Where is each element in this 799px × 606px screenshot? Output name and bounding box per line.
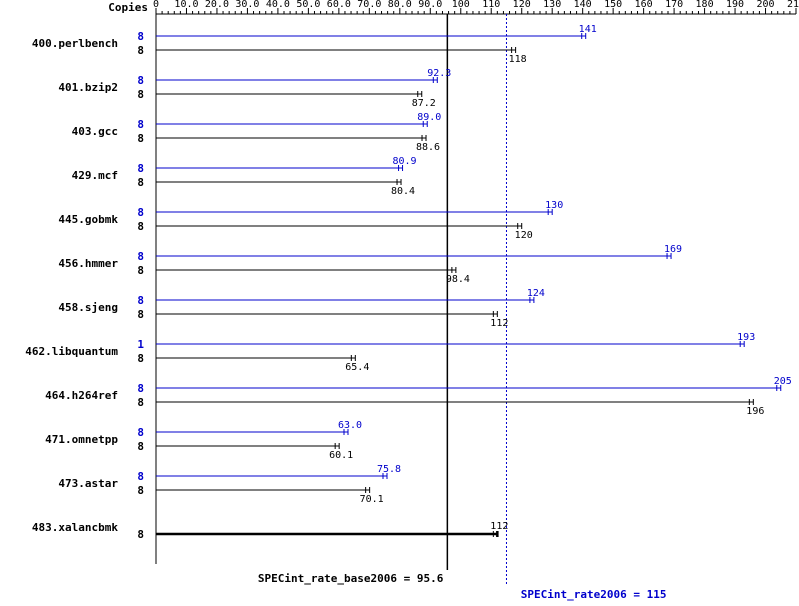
value-label-base: 120 [515, 230, 533, 241]
axis-label: 160 [635, 0, 653, 10]
axis-label: 120 [513, 0, 531, 10]
axis-label: 210 [787, 0, 799, 10]
copies-base: 8 [137, 440, 144, 453]
value-label-base: 112 [490, 318, 508, 329]
value-label-peak: 89.0 [417, 112, 441, 123]
copies-peak: 8 [137, 294, 144, 307]
benchmark-label: 400.perlbench [32, 37, 118, 50]
axis-label: 90.0 [418, 0, 442, 10]
copies-base: 8 [137, 176, 144, 189]
value-label-base: 112 [490, 521, 508, 532]
axis-label: 10.0 [174, 0, 198, 10]
copies-base: 8 [137, 132, 144, 145]
spec-rate-chart: 0 10.0 20.0 30.0 40.0 50.0 60.0 70.0 80.0 90.0 100… [0, 0, 799, 606]
value-label-base: 65.4 [345, 362, 369, 373]
copies-base: 8 [137, 352, 144, 365]
copies-base: 8 [137, 484, 144, 497]
footer-peak-label: SPECint_rate2006 = 115 [521, 588, 667, 601]
axis-label: 60.0 [327, 0, 351, 10]
copies-peak: 8 [137, 118, 144, 131]
copies-peak: 1 [137, 338, 144, 351]
axis-label: 70.0 [357, 0, 381, 10]
copies-peak: 8 [137, 30, 144, 43]
value-label-base: 118 [509, 54, 527, 65]
axis-label: 200 [756, 0, 774, 10]
axis-label: 140 [574, 0, 592, 10]
axis-label: 20.0 [205, 0, 229, 10]
copies-peak: 8 [137, 74, 144, 87]
copies-base: 8 [137, 528, 144, 541]
benchmark-label: 429.mcf [72, 169, 118, 182]
value-label-peak: 80.9 [393, 156, 417, 167]
benchmark-label: 483.xalancbmk [32, 521, 118, 534]
value-label-peak: 92.3 [427, 68, 451, 79]
chart-svg: 0 10.0 20.0 30.0 40.0 50.0 60.0 70.0 80.0 90.0 100… [0, 0, 799, 606]
copies-peak: 8 [137, 426, 144, 439]
axis-label: 100 [452, 0, 470, 10]
value-label-peak: 169 [664, 244, 682, 255]
value-label-base: 60.1 [329, 450, 353, 461]
footer-base-label: SPECint_rate_base2006 = 95.6 [258, 572, 444, 585]
copies-base: 8 [137, 396, 144, 409]
axis-label: 190 [726, 0, 744, 10]
copies-peak: 8 [137, 470, 144, 483]
axis-label: 150 [604, 0, 622, 10]
value-label-base: 87.2 [412, 98, 436, 109]
value-label-peak: 124 [527, 288, 545, 299]
value-label-peak: 141 [579, 24, 597, 35]
benchmark-label: 462.libquantum [25, 345, 118, 358]
value-label-base: 196 [746, 406, 764, 417]
copies-base: 8 [137, 308, 144, 321]
copies-peak: 8 [137, 382, 144, 395]
benchmark-label: 473.astar [58, 477, 118, 490]
copies-base: 8 [137, 220, 144, 233]
benchmark-label: 403.gcc [72, 125, 118, 138]
value-label-peak: 75.8 [377, 464, 401, 475]
value-label-base: 80.4 [391, 186, 415, 197]
axis-label: 40.0 [266, 0, 290, 10]
axis-label: 180 [696, 0, 714, 10]
value-label-base: 98.4 [446, 274, 470, 285]
benchmark-label: 458.sjeng [58, 301, 118, 314]
copies-peak: 8 [137, 250, 144, 263]
copies-base: 8 [137, 264, 144, 277]
axis-label: 130 [543, 0, 561, 10]
value-label-peak: 130 [545, 200, 563, 211]
copies-base: 8 [137, 44, 144, 57]
axis-label: 80.0 [388, 0, 412, 10]
benchmark-label: 445.gobmk [58, 213, 118, 226]
copies-peak: 8 [137, 206, 144, 219]
benchmark-label: 464.h264ref [45, 389, 118, 402]
axis-label: 170 [665, 0, 683, 10]
benchmark-label: 471.omnetpp [45, 433, 118, 446]
value-label-peak: 193 [737, 332, 755, 343]
axis-label: 110 [482, 0, 500, 10]
value-label-peak: 205 [774, 376, 792, 387]
benchmark-label: 456.hmmer [58, 257, 118, 270]
copies-peak: 8 [137, 162, 144, 175]
axis-label: 30.0 [235, 0, 259, 10]
value-label-base: 70.1 [360, 494, 384, 505]
copies-base: 8 [137, 88, 144, 101]
axis-label: 50.0 [296, 0, 320, 10]
value-label-base: 88.6 [416, 142, 440, 153]
copies-header: Copies [108, 1, 148, 14]
axis-label: 0 [153, 0, 159, 10]
value-label-peak: 63.0 [338, 420, 362, 431]
benchmark-label: 401.bzip2 [58, 81, 118, 94]
